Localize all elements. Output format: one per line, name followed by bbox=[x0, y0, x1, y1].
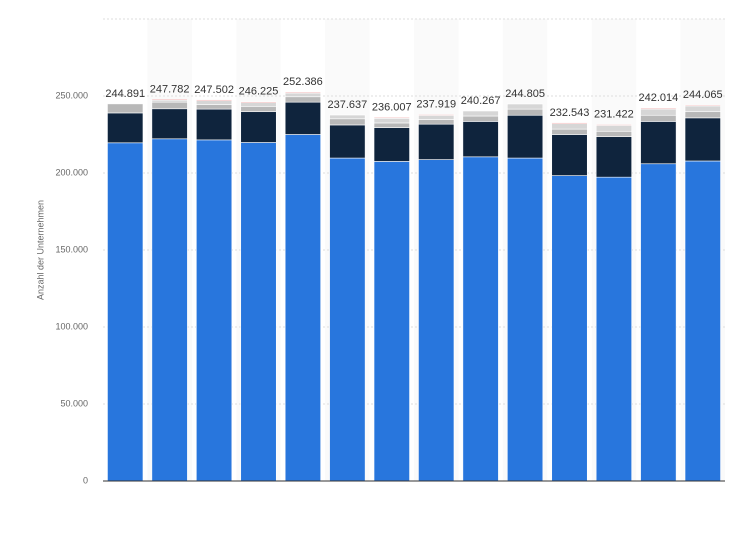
bar-segment bbox=[240, 102, 277, 107]
bar-segment bbox=[684, 111, 721, 119]
bar-segment bbox=[329, 157, 366, 482]
bar-segment bbox=[551, 123, 588, 130]
bar-segment bbox=[240, 106, 277, 113]
bar-segment bbox=[551, 128, 588, 135]
bar-segment bbox=[595, 125, 633, 132]
bar-segment bbox=[462, 156, 499, 482]
bar-segment bbox=[284, 96, 321, 103]
bar-segment bbox=[240, 111, 277, 143]
bar-segment bbox=[196, 104, 233, 110]
bar-segment bbox=[595, 124, 633, 126]
total-label: 231.422 bbox=[594, 109, 634, 121]
bar-segment bbox=[551, 134, 588, 176]
y-tick-label: 200.000 bbox=[55, 167, 88, 177]
bar-segment bbox=[640, 121, 677, 165]
bar-segment bbox=[462, 121, 499, 158]
bar-segment bbox=[506, 114, 544, 159]
total-label: 244.891 bbox=[105, 88, 145, 100]
y-tick-label: 50.000 bbox=[60, 398, 88, 408]
bar-segment bbox=[640, 114, 677, 122]
bar-segment bbox=[373, 161, 410, 482]
bar-segment bbox=[418, 119, 455, 125]
bar-segment bbox=[595, 176, 633, 482]
bar-segment bbox=[373, 117, 410, 119]
bar-segment bbox=[107, 103, 144, 114]
bar-segment bbox=[640, 107, 677, 110]
bar-segment bbox=[151, 101, 188, 110]
y-tick-label: 100.000 bbox=[55, 321, 88, 331]
bar-segment bbox=[240, 142, 277, 482]
bar-segment bbox=[151, 138, 188, 482]
bar-segment bbox=[329, 118, 366, 126]
bar-segment bbox=[107, 112, 144, 144]
total-label: 240.267 bbox=[461, 95, 501, 107]
bar-segment bbox=[329, 114, 366, 120]
total-label: 252.386 bbox=[283, 76, 323, 88]
bar-segment bbox=[240, 101, 277, 103]
total-label: 247.502 bbox=[194, 84, 234, 96]
y-tick-label: 250.000 bbox=[55, 90, 88, 100]
bar-segment bbox=[196, 100, 233, 105]
bar-segment bbox=[684, 104, 721, 107]
bar-segment bbox=[373, 118, 410, 124]
bar-segment bbox=[196, 99, 233, 101]
total-label: 237.637 bbox=[327, 99, 367, 111]
bar-segment bbox=[595, 136, 633, 178]
bar-segment bbox=[373, 127, 410, 162]
total-label: 247.782 bbox=[150, 83, 190, 95]
bar-segment bbox=[151, 108, 188, 140]
bar-segment bbox=[196, 139, 233, 482]
bar-segment bbox=[506, 103, 544, 110]
bar-segment bbox=[284, 101, 321, 135]
bar-segment bbox=[684, 105, 721, 113]
bar-segment bbox=[418, 159, 455, 482]
total-label: 244.805 bbox=[505, 88, 545, 100]
y-tick-label: 0 bbox=[83, 475, 88, 485]
total-label: 246.225 bbox=[239, 86, 279, 98]
bar-segment bbox=[684, 117, 721, 162]
bar-segment bbox=[151, 99, 188, 101]
bar-segment bbox=[284, 134, 321, 482]
bar-segment bbox=[196, 108, 233, 141]
bar-segment bbox=[551, 122, 588, 124]
bar-segment bbox=[684, 160, 721, 482]
bar-segment bbox=[418, 114, 455, 116]
bar-segment bbox=[373, 122, 410, 128]
bar-segment bbox=[640, 108, 677, 116]
bar-segment bbox=[506, 157, 544, 482]
total-label: 232.543 bbox=[550, 107, 590, 119]
total-label: 236.007 bbox=[372, 101, 412, 113]
total-label: 237.919 bbox=[416, 99, 456, 111]
bar-segment bbox=[284, 92, 321, 98]
total-label: 242.014 bbox=[638, 92, 678, 104]
bar-segment bbox=[640, 163, 677, 482]
bar-segment bbox=[418, 123, 455, 160]
bar-segment bbox=[329, 124, 366, 159]
bar-segment bbox=[418, 115, 455, 120]
y-tick-label: 150.000 bbox=[55, 244, 88, 254]
total-label: 244.065 bbox=[683, 89, 723, 101]
bar-segment bbox=[107, 142, 144, 482]
bar-segment bbox=[462, 115, 499, 122]
bar-segment bbox=[506, 108, 544, 116]
y-axis-title: Anzahl der Unternehmen bbox=[35, 200, 45, 300]
bar-segment bbox=[462, 110, 499, 117]
bar-segment bbox=[284, 92, 321, 94]
bar-segment bbox=[551, 175, 588, 482]
bar-segment bbox=[595, 130, 633, 137]
